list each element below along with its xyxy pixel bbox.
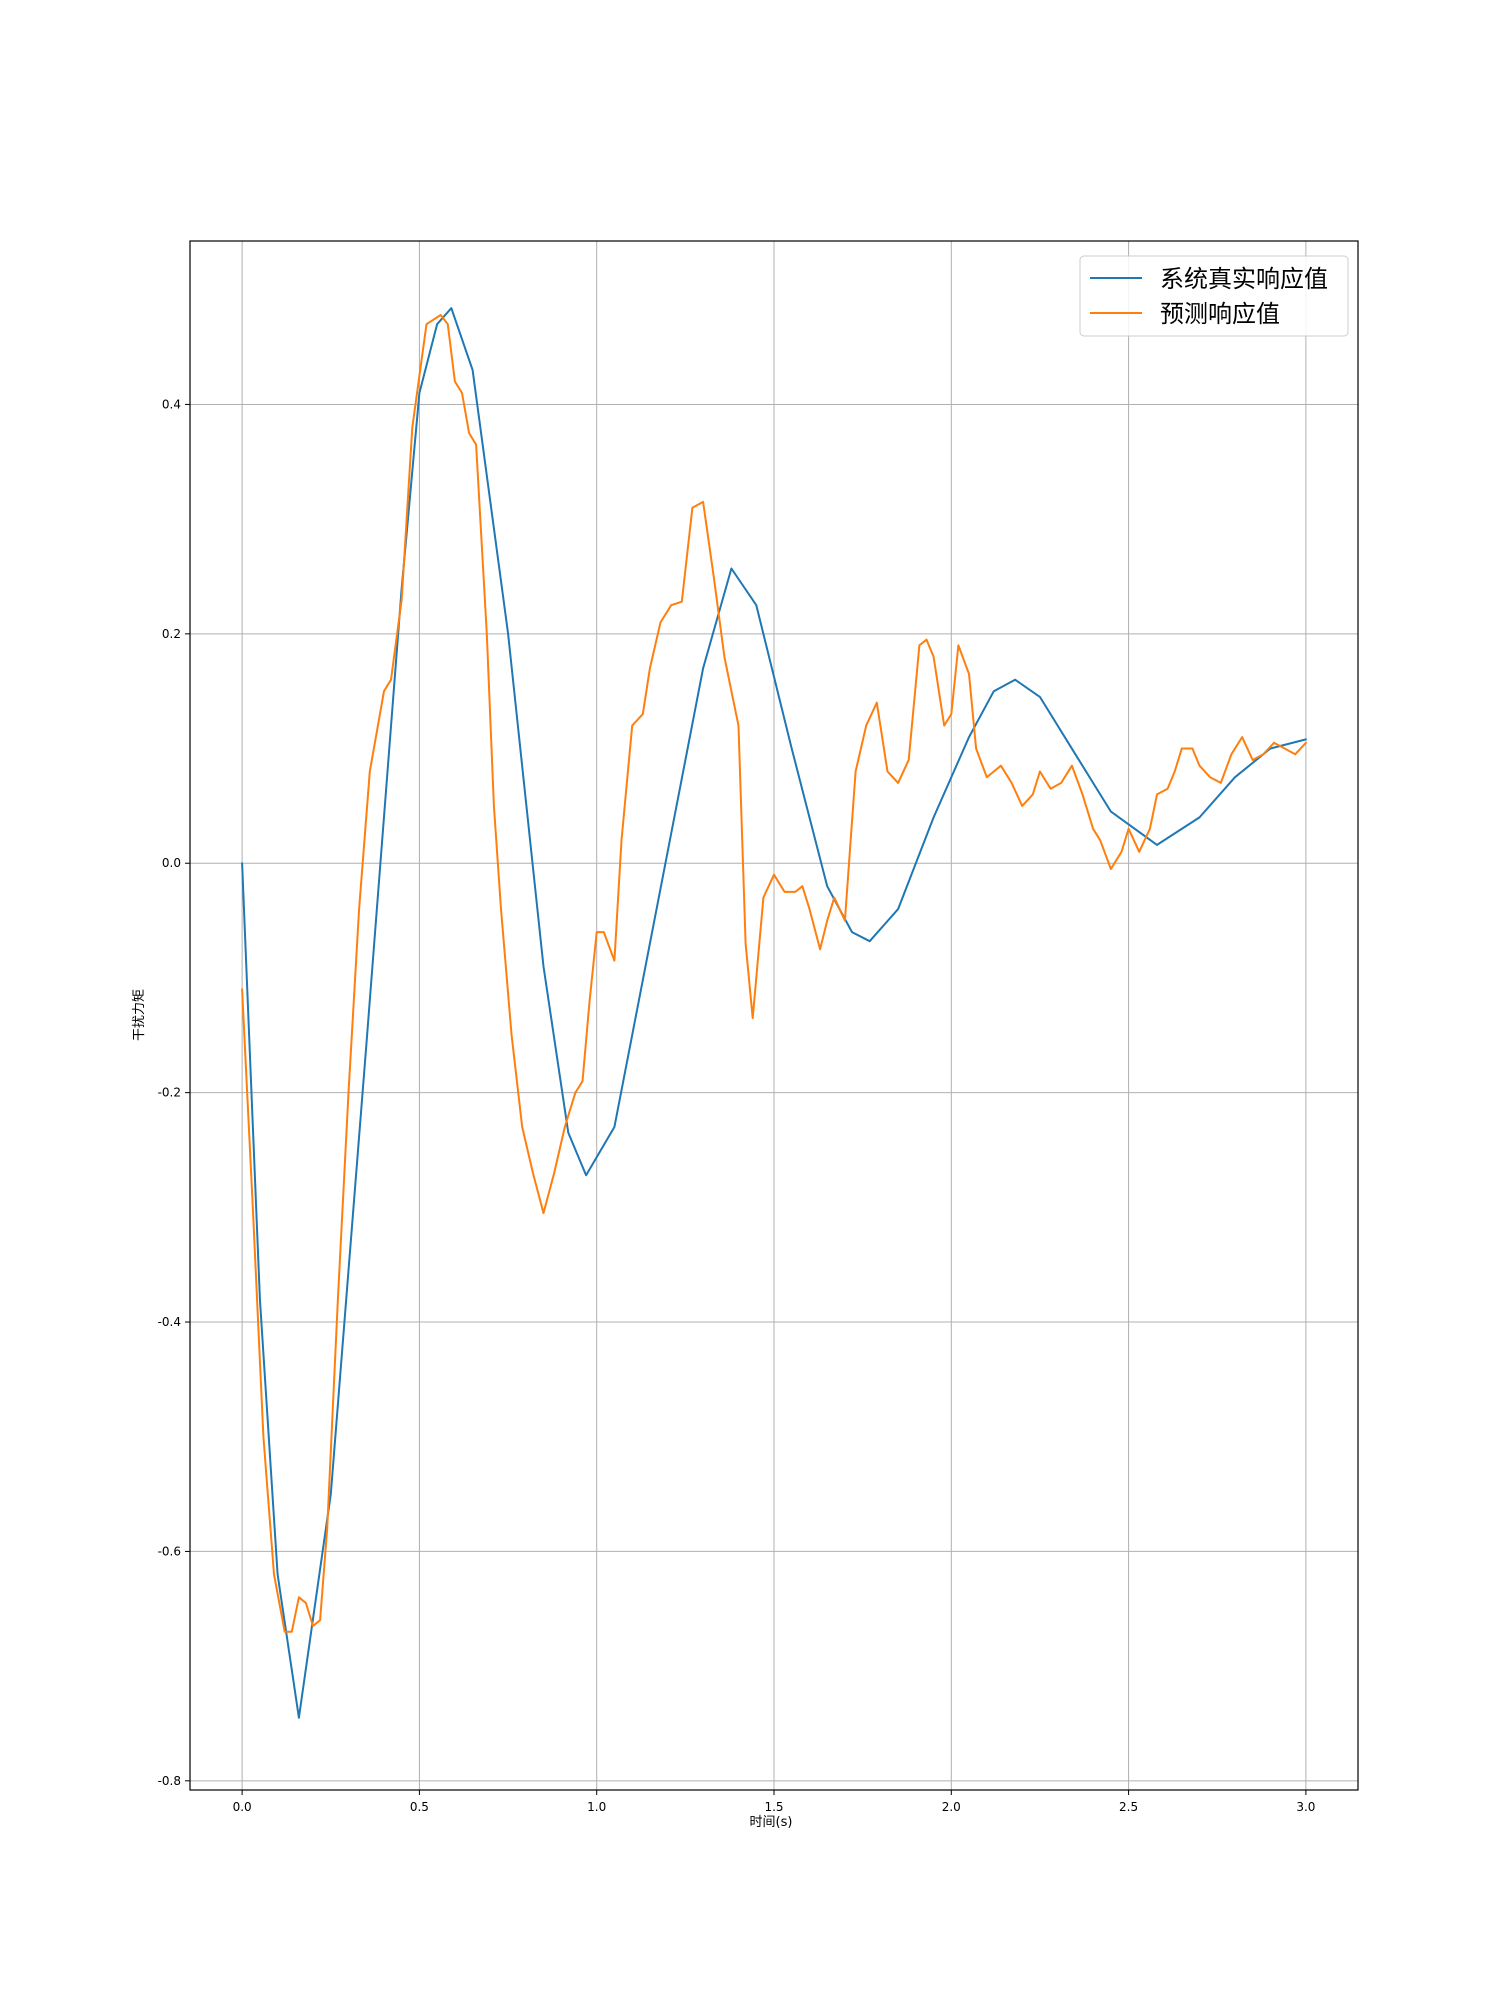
x-axis-label: 时间(s) [750, 1815, 793, 1830]
y-tick-label: -0.6 [158, 1544, 181, 1558]
y-axis-label: 干扰力矩 [132, 989, 147, 1041]
x-tick-label: 2.0 [942, 1800, 961, 1814]
series-layer [241, 307, 1307, 1719]
x-tick-label: 0.5 [410, 1800, 429, 1814]
x-tick-label: 1.5 [764, 1800, 783, 1814]
x-axis: 0.0 0.5 1.0 1.5 2.0 2.5 3.0 [233, 1790, 1315, 1814]
y-tick-label: -0.2 [158, 1086, 181, 1100]
y-tick-label: 0.0 [162, 856, 181, 870]
legend-box [1079, 255, 1349, 337]
y-tick-label: 0.2 [162, 627, 181, 641]
x-tick-label: 3.0 [1296, 1800, 1315, 1814]
y-tick-label: -0.8 [158, 1774, 181, 1788]
legend-label: 预测响应值 [1160, 300, 1280, 328]
x-tick-label: 2.5 [1119, 1800, 1138, 1814]
grid [190, 241, 1358, 1790]
legend-label: 系统真实响应值 [1160, 265, 1328, 293]
x-tick-label: 1.0 [587, 1800, 606, 1814]
y-tick-label: 0.4 [162, 397, 181, 411]
plot-area: 0.0 0.5 1.0 1.5 2.0 2.5 3.0 -0.8 -0.6 -0.4 -0.2 0.… [158, 240, 1359, 1814]
x-tick-label: 0.0 [233, 1800, 252, 1814]
series-line-2 [241, 314, 1307, 1633]
y-axis: -0.8 -0.6 -0.4 -0.2 0.0 0.2 0.4 [158, 397, 190, 1788]
y-tick-label: -0.4 [158, 1315, 181, 1329]
